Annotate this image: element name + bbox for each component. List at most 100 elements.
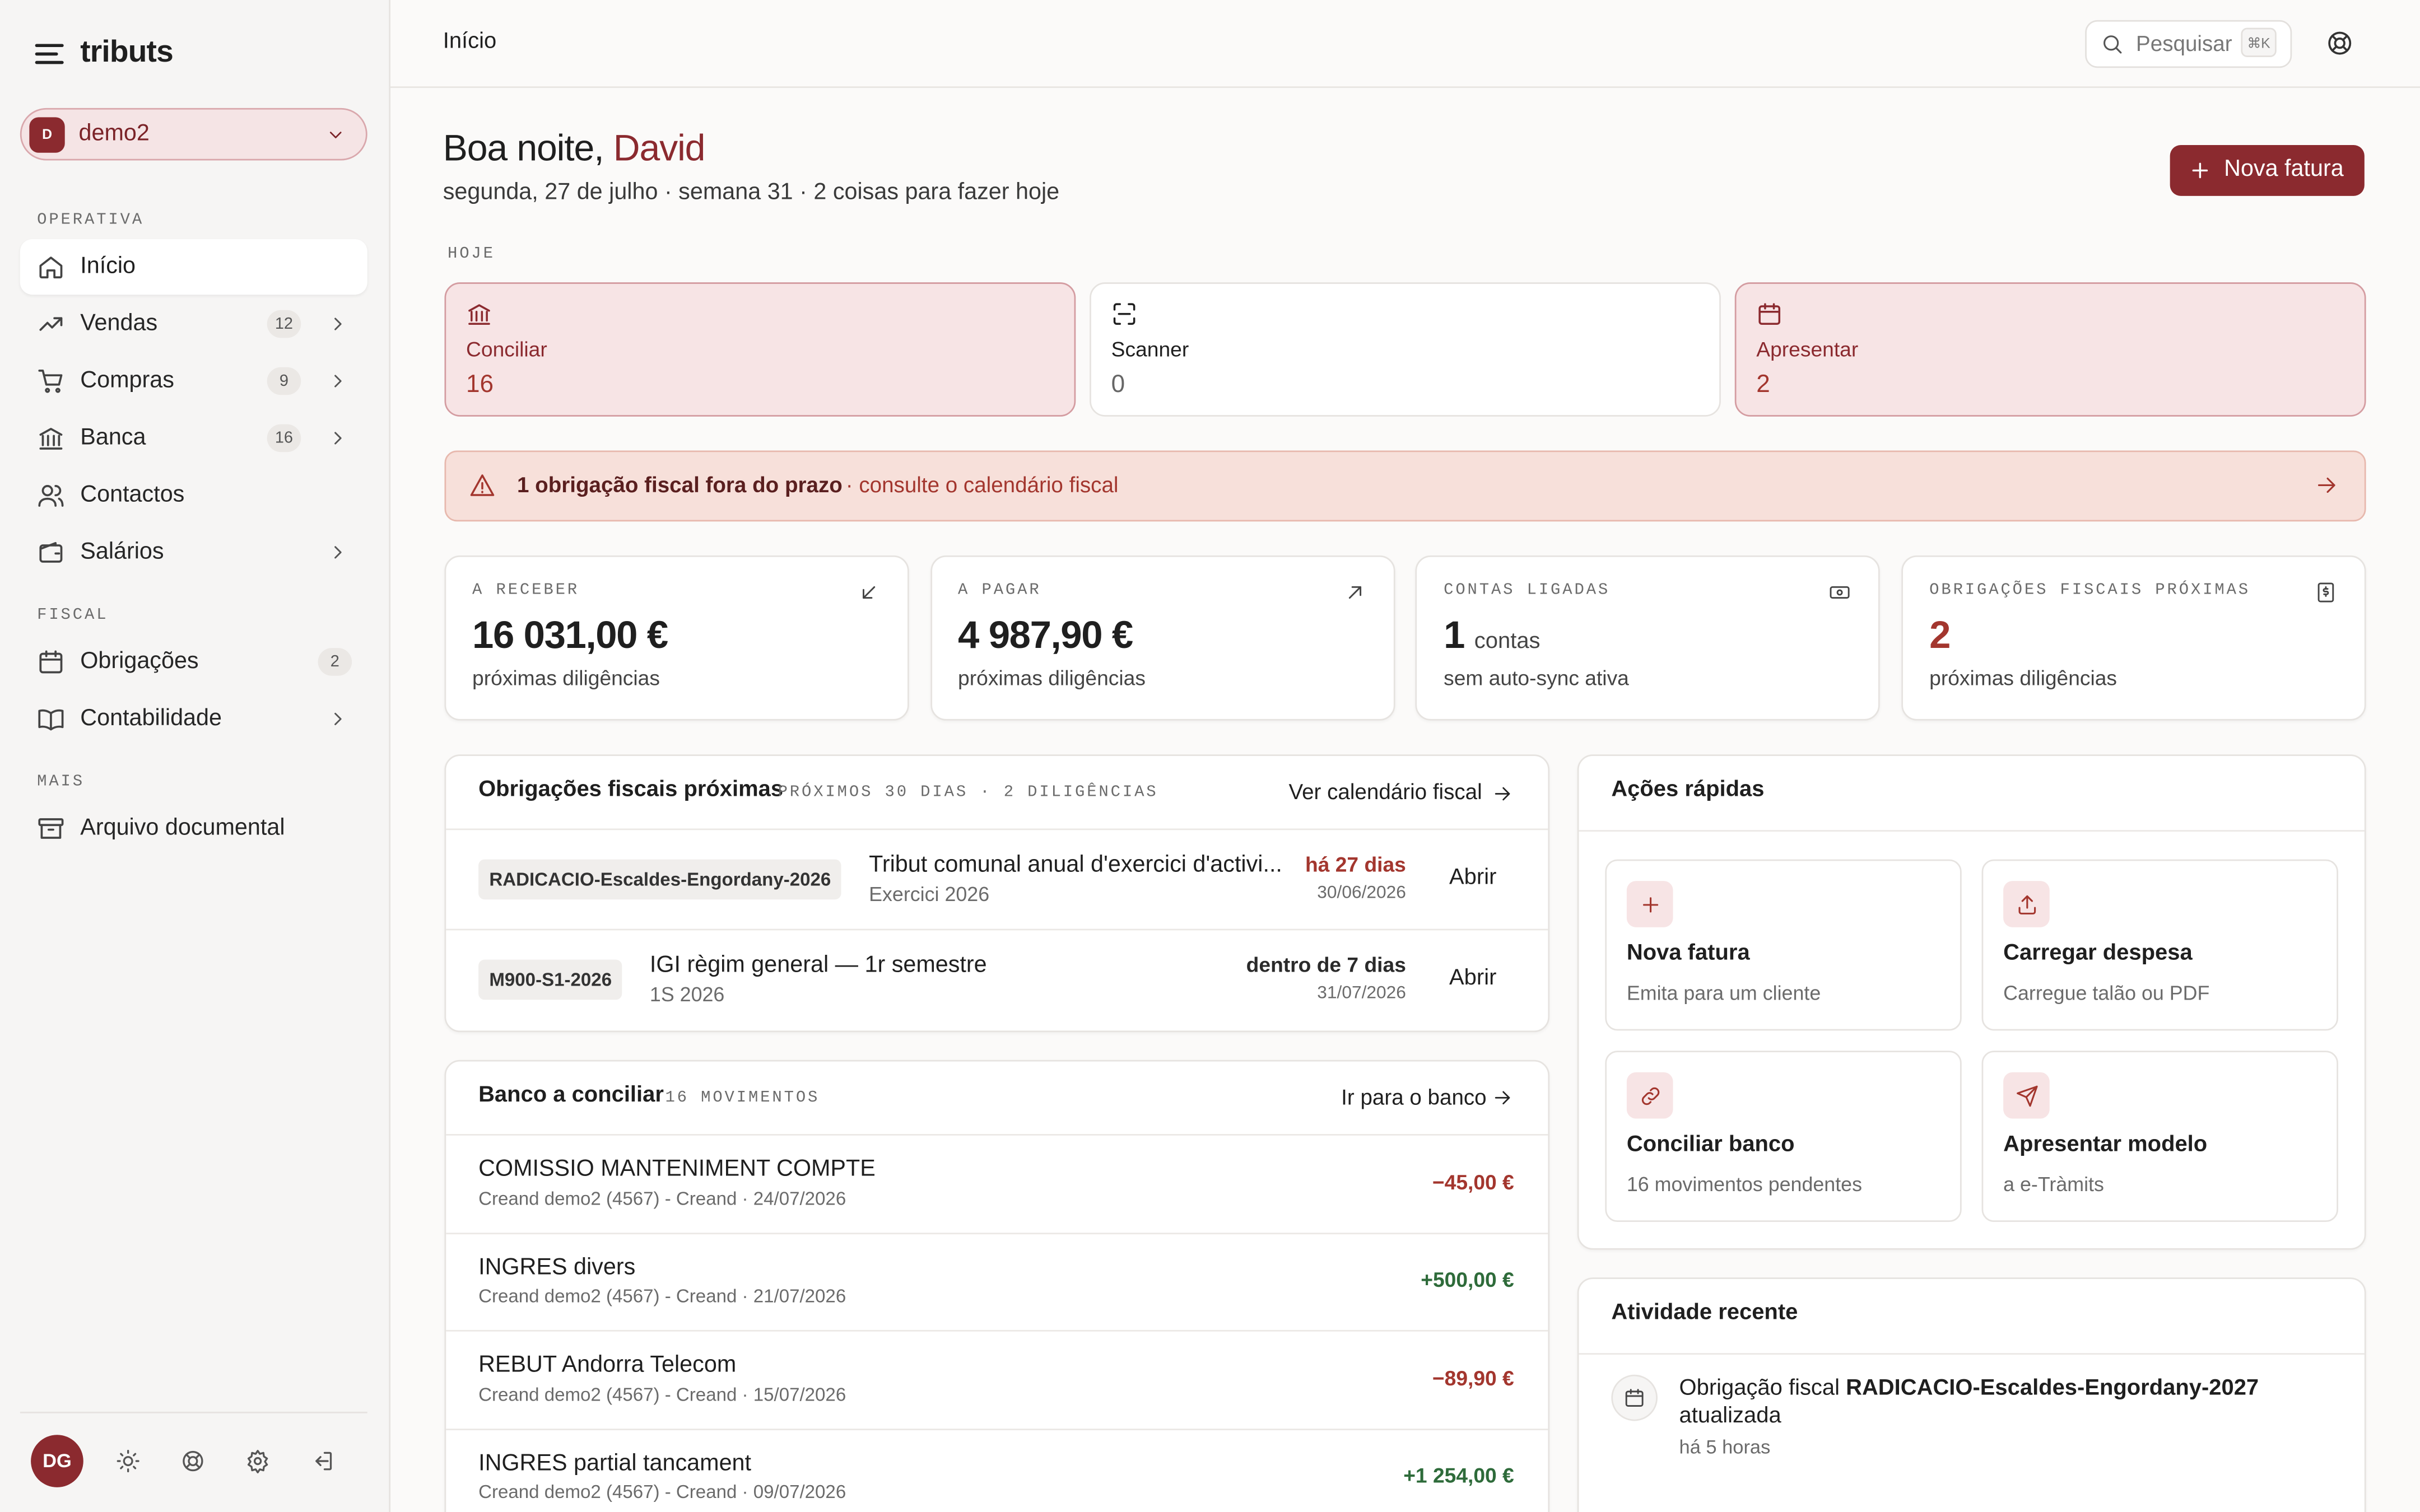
bank-title: REBUT Andorra Telecom	[478, 1351, 737, 1378]
user-avatar[interactable]: DG	[31, 1435, 83, 1487]
icon-cash	[1830, 586, 1850, 599]
icon-upload	[2018, 894, 2035, 914]
nav-item-hit[interactable]	[20, 239, 367, 295]
nav-badge: 2	[318, 648, 352, 676]
kpi-unit: contas	[1474, 629, 1541, 655]
panel-link[interactable]: Ver calendário fiscal	[1288, 778, 1482, 804]
row-divider	[1579, 1353, 2365, 1355]
icon-home	[39, 256, 63, 279]
quick-title: Conciliar banco	[1626, 1133, 1795, 1158]
quick-title: Carregar despesa	[2003, 941, 2193, 967]
kpi-label: OBRIGAÇÕES FISCAIS PRÓXIMAS	[1929, 581, 2251, 600]
panel-title: Obrigações fiscais próximas	[478, 778, 784, 803]
row-divider	[446, 828, 1548, 830]
panel-link[interactable]: Ir para o banco	[1341, 1084, 1487, 1109]
icon-calendar	[1625, 1389, 1644, 1407]
quick-sub: Carregue talão ou PDF	[2003, 981, 2210, 1005]
obligation-code: M900-S1-2026	[478, 959, 623, 1000]
obligation-date: 31/07/2026	[1317, 984, 1406, 1004]
obligation-action[interactable]: Abrir	[1449, 966, 1497, 991]
today-card[interactable]	[444, 282, 1076, 417]
activity-text: Obrigação fiscal RADICACIO-Escaldes-Engo…	[1679, 1375, 2259, 1403]
obligation-action[interactable]: Abrir	[1449, 866, 1497, 891]
kpi-note: próximas diligências	[1929, 666, 2118, 690]
nav-item-label: Compras	[80, 367, 174, 394]
icon-help	[2328, 31, 2352, 55]
org-switcher[interactable]	[20, 108, 367, 161]
today-card[interactable]	[1090, 282, 1721, 417]
today-card[interactable]	[1734, 282, 2366, 417]
brand: tributs	[80, 35, 173, 69]
kpi-value: 4 987,90 €	[958, 613, 1133, 659]
org-name: demo2	[78, 120, 150, 147]
icon-bank	[467, 303, 490, 324]
kpi-number: 1	[1444, 614, 1465, 657]
panel-title: Atividade recente	[1611, 1301, 1798, 1326]
kpi-card	[930, 555, 1395, 721]
icon-logout	[315, 1452, 332, 1471]
nav-item-label: Vendas	[80, 310, 158, 337]
nav-section-title: MAIS	[37, 772, 85, 791]
icon-help	[183, 1450, 203, 1472]
quick-icon-bg	[1626, 1072, 1673, 1119]
obligation-title: IGI règim general — 1r semestre	[649, 951, 987, 978]
greeting-subtitle: segunda, 27 de julho · semana 31 · 2 coi…	[443, 179, 1060, 206]
nav-item-hit[interactable]	[20, 296, 367, 352]
icon-bank	[39, 428, 63, 450]
activity-code: RADICACIO-Escaldes-Engordany-2027	[1846, 1376, 2259, 1401]
icon-arrow	[2317, 477, 2335, 492]
icon-sun	[117, 1450, 139, 1473]
icon-dl	[863, 586, 876, 599]
section-title: HOJE	[447, 245, 495, 264]
nav-item-label: Obrigações	[80, 648, 199, 674]
nav-item-hit[interactable]	[20, 468, 367, 523]
activity-panel	[1577, 1277, 2366, 1512]
kpi-value: 16 031,00 €	[472, 613, 668, 659]
bank-sub: Creand demo2 (4567) - Creand · 09/07/202…	[478, 1481, 846, 1504]
icon-book	[38, 709, 64, 731]
today-card-value: 16	[466, 372, 494, 399]
breadcrumb: Início	[443, 30, 497, 55]
panel-title: Banco a conciliar	[478, 1083, 664, 1108]
activity-icon-bg	[1611, 1374, 1658, 1421]
activity-prefix: Obrigação fiscal	[1679, 1376, 1840, 1401]
kpi-card	[1416, 555, 1881, 721]
icon-scan	[1113, 302, 1135, 324]
nav-active-bg	[20, 239, 367, 295]
bank-amount: +1 254,00 €	[1403, 1464, 1514, 1488]
kpi-value: 1 contas	[1444, 613, 1540, 665]
nav-item-hit[interactable]	[20, 353, 367, 409]
nav-item-hit[interactable]	[20, 525, 367, 580]
icon-chevR	[334, 375, 342, 388]
icon-chevR	[334, 318, 342, 330]
alert-text: 1 obrigação fiscal fora do prazo	[516, 471, 843, 497]
topbar	[390, 0, 2420, 88]
today-card-label: Conciliar	[466, 338, 547, 361]
obligation-title: Tribut comunal anual d'exercici d'activi…	[869, 851, 1282, 878]
obligation-code: RADICACIO-Escaldes-Engordany-2026	[478, 859, 842, 900]
icon-calendar	[39, 650, 63, 674]
bank-title: INGRES divers	[478, 1253, 636, 1280]
obligation-sub: 1S 2026	[649, 983, 725, 1006]
row-divider	[446, 1133, 1548, 1136]
bank-title: COMISSIO MANTENIMENT COMPTE	[478, 1155, 876, 1182]
nav-item-label: Contabilidade	[80, 705, 222, 731]
nav-badge: 9	[267, 367, 301, 395]
today-card-label: Apresentar	[1756, 338, 1859, 361]
quick-sub: Emita para um cliente	[1626, 981, 1821, 1005]
icon-chevR	[334, 712, 342, 725]
panel-meta: PRÓXIMOS 30 DIAS · 2 DILIGÊNCIAS	[778, 783, 1158, 802]
kpi-label: CONTAS LIGADAS	[1444, 581, 1611, 600]
icon-chevD	[329, 130, 341, 138]
icon-link	[1641, 1086, 1659, 1104]
nav-item-hit[interactable]	[20, 410, 367, 466]
icon-menu	[35, 44, 64, 64]
nav-section-title: OPERATIVA	[37, 211, 145, 230]
bank-amount: −89,90 €	[1432, 1366, 1514, 1390]
quick-title: Apresentar modelo	[2003, 1133, 2208, 1158]
alert-banner[interactable]	[444, 450, 2366, 522]
nav-badge: 12	[267, 310, 301, 338]
kpi-note: próximas diligências	[958, 666, 1146, 690]
row-divider	[446, 1427, 1548, 1430]
kpi-number: 2	[1929, 614, 1951, 657]
